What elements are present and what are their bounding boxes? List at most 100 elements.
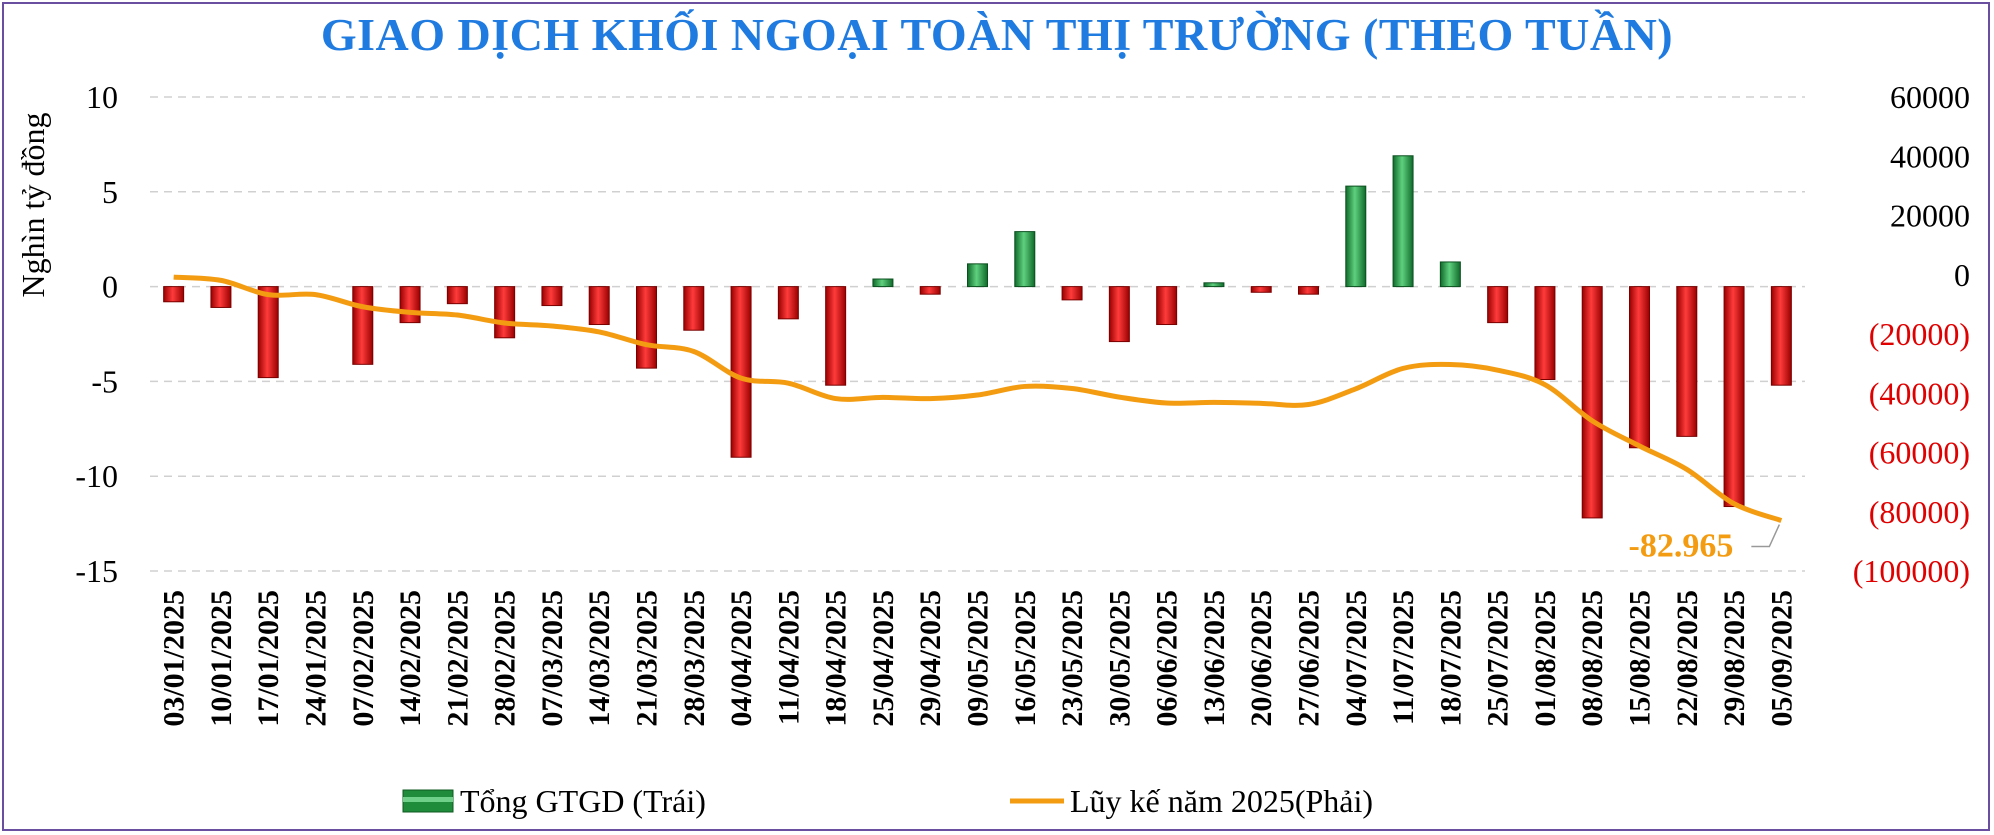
x-tick-label: 22/08/2025 [1671, 590, 1704, 727]
bar [1250, 286, 1272, 293]
x-tick-label: 07/03/2025 [536, 590, 569, 727]
bar [210, 286, 232, 308]
bar [257, 286, 279, 379]
legend-bar-label: Tổng GTGD (Trái) [460, 783, 706, 819]
annotation-label: -82.965 [1629, 528, 1734, 565]
bar [919, 286, 941, 295]
x-tick-label: 27/06/2025 [1293, 590, 1326, 727]
bar [777, 286, 799, 320]
x-tick-label: 29/04/2025 [914, 590, 947, 727]
last-value-annotation: -82.965 [1629, 524, 1781, 565]
bar [1156, 286, 1178, 326]
cumulative-line [173, 274, 1783, 523]
bar [636, 286, 657, 369]
x-tick-label: 28/02/2025 [489, 590, 522, 727]
x-tick-label: 18/04/2025 [820, 590, 853, 727]
x-tick-label: 04/04/2025 [725, 590, 758, 727]
x-tick-label: 07/02/2025 [347, 590, 380, 727]
x-tick-label: 20/06/2025 [1245, 590, 1278, 727]
bar [730, 286, 752, 458]
left-axis: 10 5 0 -5 -10 -15 [75, 79, 118, 589]
bar [1345, 185, 1367, 288]
legend-line-label: Lũy kế năm 2025(Phải) [1070, 783, 1373, 819]
left-tick-label: -10 [75, 458, 118, 494]
x-tick-label: 11/04/2025 [772, 590, 805, 725]
right-tick-label: 20000 [1890, 198, 1970, 234]
x-tick-label: 25/04/2025 [867, 590, 900, 727]
bar [1676, 286, 1698, 437]
bar [1723, 286, 1745, 508]
bar [352, 286, 374, 365]
line-series [173, 274, 1783, 523]
right-tick-label: 0 [1954, 257, 1970, 293]
x-tick-label: 17/01/2025 [252, 590, 285, 727]
right-tick-label: (60000) [1869, 435, 1970, 471]
x-tick-label: 10/01/2025 [205, 590, 238, 727]
x-tick-label: 25/07/2025 [1482, 590, 1515, 727]
x-tick-label: 15/08/2025 [1624, 590, 1657, 727]
bar [1014, 231, 1036, 288]
left-tick-label: -15 [75, 553, 118, 589]
x-tick-label: 21/02/2025 [441, 590, 474, 727]
bar [1392, 155, 1414, 288]
right-tick-label: 60000 [1890, 79, 1970, 115]
x-tick-label: 28/03/2025 [678, 590, 711, 727]
bar [494, 286, 516, 339]
bar [1439, 261, 1461, 288]
right-tick-label: (40000) [1869, 375, 1970, 411]
right-tick-label: 40000 [1890, 138, 1970, 174]
x-tick-label: 11/07/2025 [1387, 590, 1420, 725]
x-tick-label: 13/06/2025 [1198, 590, 1231, 727]
x-tick-label: 01/08/2025 [1529, 590, 1562, 727]
annotation-leader [1751, 524, 1781, 548]
legend: Tổng GTGD (Trái) Lũy kế năm 2025(Phải) [402, 783, 1373, 819]
bar [1487, 286, 1509, 324]
x-tick-label: 21/03/2025 [631, 590, 664, 727]
x-tick-label: 03/01/2025 [158, 590, 191, 727]
right-tick-label: (20000) [1869, 316, 1970, 352]
bar [1581, 286, 1603, 519]
left-tick-label: 5 [102, 174, 118, 210]
bar [541, 286, 563, 307]
bar [1629, 286, 1650, 449]
bar [1108, 286, 1130, 343]
right-tick-label: (100000) [1853, 553, 1970, 589]
left-tick-label: 0 [102, 269, 118, 305]
x-tick-label: 14/03/2025 [583, 590, 616, 727]
bar-series [163, 155, 1792, 519]
x-tick-label: 24/01/2025 [300, 590, 333, 727]
bar [967, 263, 988, 288]
legend-bar-swatch-highlight [403, 797, 453, 802]
left-tick-label: 10 [86, 79, 118, 115]
bar [1770, 286, 1792, 386]
gridlines [150, 96, 1805, 572]
bar [446, 286, 468, 305]
x-tick-label: 29/08/2025 [1718, 590, 1751, 727]
x-tick-label: 18/07/2025 [1434, 590, 1467, 727]
left-tick-label: -5 [91, 363, 118, 399]
x-tick-label: 08/08/2025 [1576, 590, 1609, 727]
bar [1203, 282, 1225, 288]
x-tick-label: 05/09/2025 [1765, 590, 1798, 727]
x-tick-label: 16/05/2025 [1009, 590, 1042, 727]
bar [163, 286, 185, 303]
x-tick-label: 06/06/2025 [1151, 590, 1184, 727]
bar [683, 286, 705, 331]
y-axis-label: Nghìn tỷ đồng [15, 113, 51, 298]
x-axis: 03/01/2025 10/01/2025 17/01/2025 24/01/2025… [158, 590, 1799, 727]
chart-title: GIAO DỊCH KHỐI NGOẠI TOÀN THỊ TRƯỜNG (TH… [320, 9, 1674, 60]
bar [1061, 286, 1083, 301]
x-tick-label: 23/05/2025 [1056, 590, 1089, 727]
bar [588, 286, 610, 326]
x-tick-label: 04/07/2025 [1340, 590, 1373, 727]
bar [399, 286, 421, 324]
x-tick-label: 14/02/2025 [394, 590, 427, 727]
bar [1298, 286, 1319, 295]
bar [1534, 286, 1556, 381]
x-tick-label: 09/05/2025 [962, 590, 995, 727]
right-tick-label: (80000) [1869, 494, 1970, 530]
right-axis: 60000 40000 20000 0 (20000) (40000) (60000) (80… [1853, 79, 1970, 589]
x-tick-label: 30/05/2025 [1103, 590, 1136, 727]
